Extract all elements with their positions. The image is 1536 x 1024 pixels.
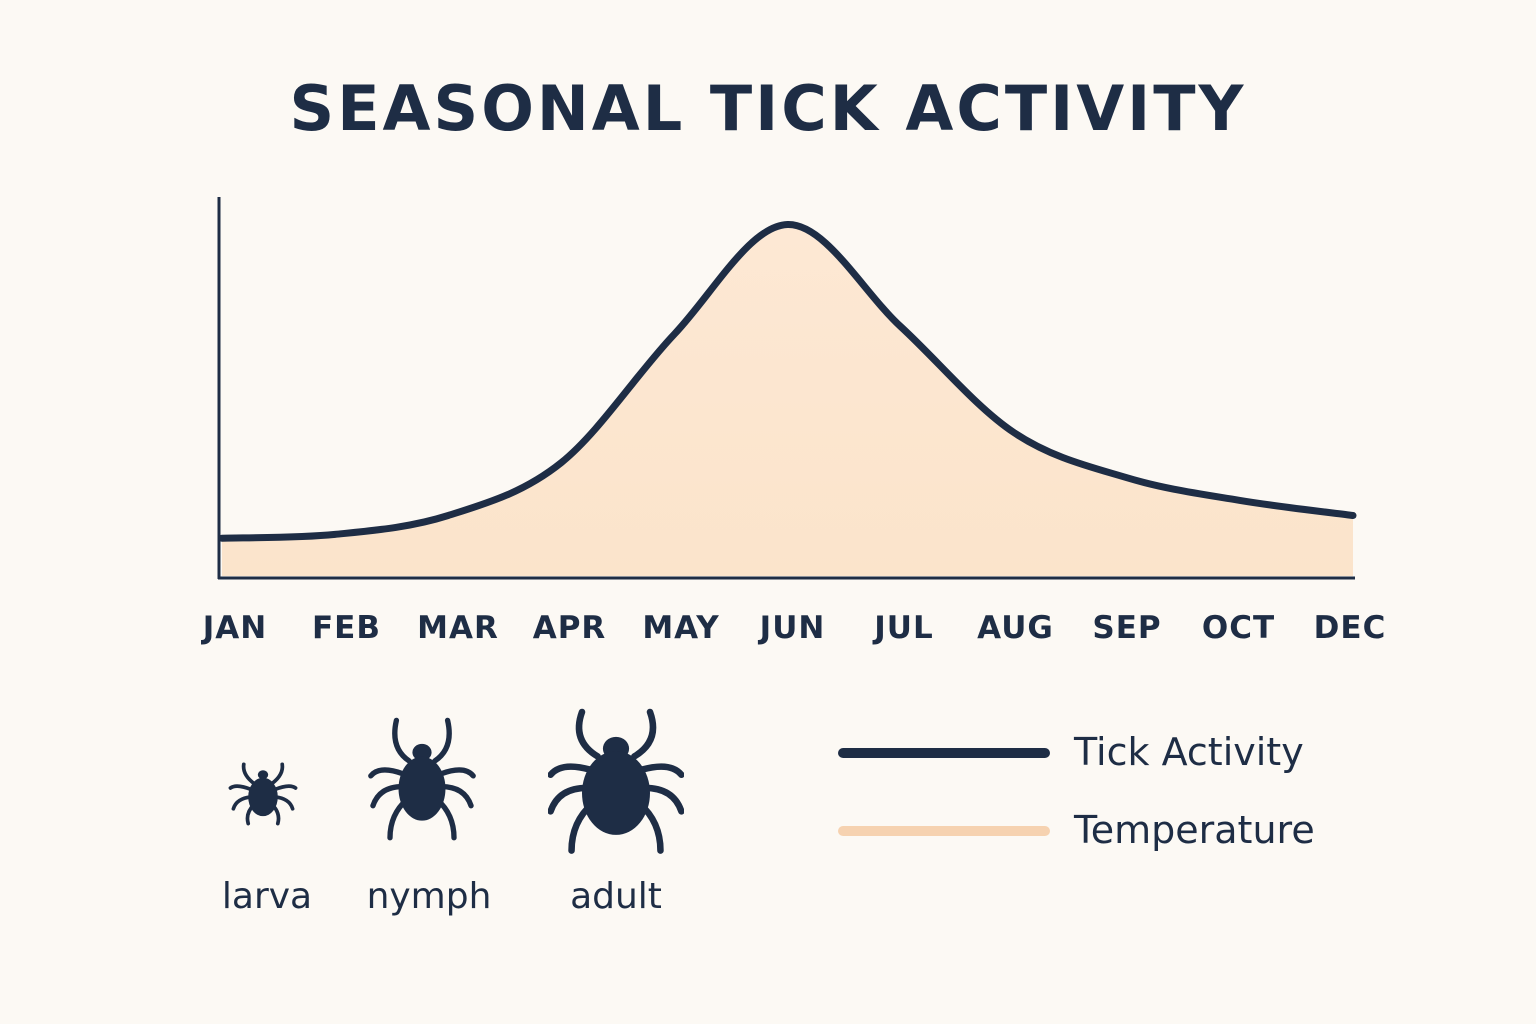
x-tick-label-mar: MAR	[417, 610, 499, 646]
x-tick-label-oct: OCT	[1202, 610, 1275, 646]
stage-label-adult: adult	[570, 876, 662, 917]
legend-label-temperature: Temperature	[1074, 808, 1315, 852]
tick-larva-icon	[228, 762, 298, 826]
legend-label-tick-activity: Tick Activity	[1074, 730, 1304, 774]
x-tick-label-may: MAY	[642, 610, 719, 646]
x-tick-label-jul: JUL	[872, 610, 933, 646]
legend-swatch-temperature	[838, 826, 1050, 836]
series-line-tick-activity	[218, 220, 1357, 542]
tick-adult-icon	[548, 708, 684, 854]
stage-label-nymph: nymph	[366, 876, 492, 917]
x-tick-label-aug: AUG	[977, 610, 1054, 646]
stage-label-larva: larva	[221, 876, 313, 917]
x-tick-label-dec: DEC	[1314, 610, 1387, 646]
chart-title: SEASONAL TICK ACTIVITY	[289, 72, 1247, 145]
area-fill	[222, 224, 1353, 576]
tick-nymph-icon	[368, 717, 476, 841]
legend-swatch-tick-activity	[838, 748, 1050, 758]
x-tick-label-jun: JUN	[758, 610, 826, 646]
x-tick-label-apr: APR	[533, 610, 607, 646]
x-tick-label-sep: SEP	[1092, 610, 1161, 646]
x-tick-label-feb: FEB	[312, 610, 381, 646]
x-tick-label-jan: JAN	[201, 610, 267, 646]
